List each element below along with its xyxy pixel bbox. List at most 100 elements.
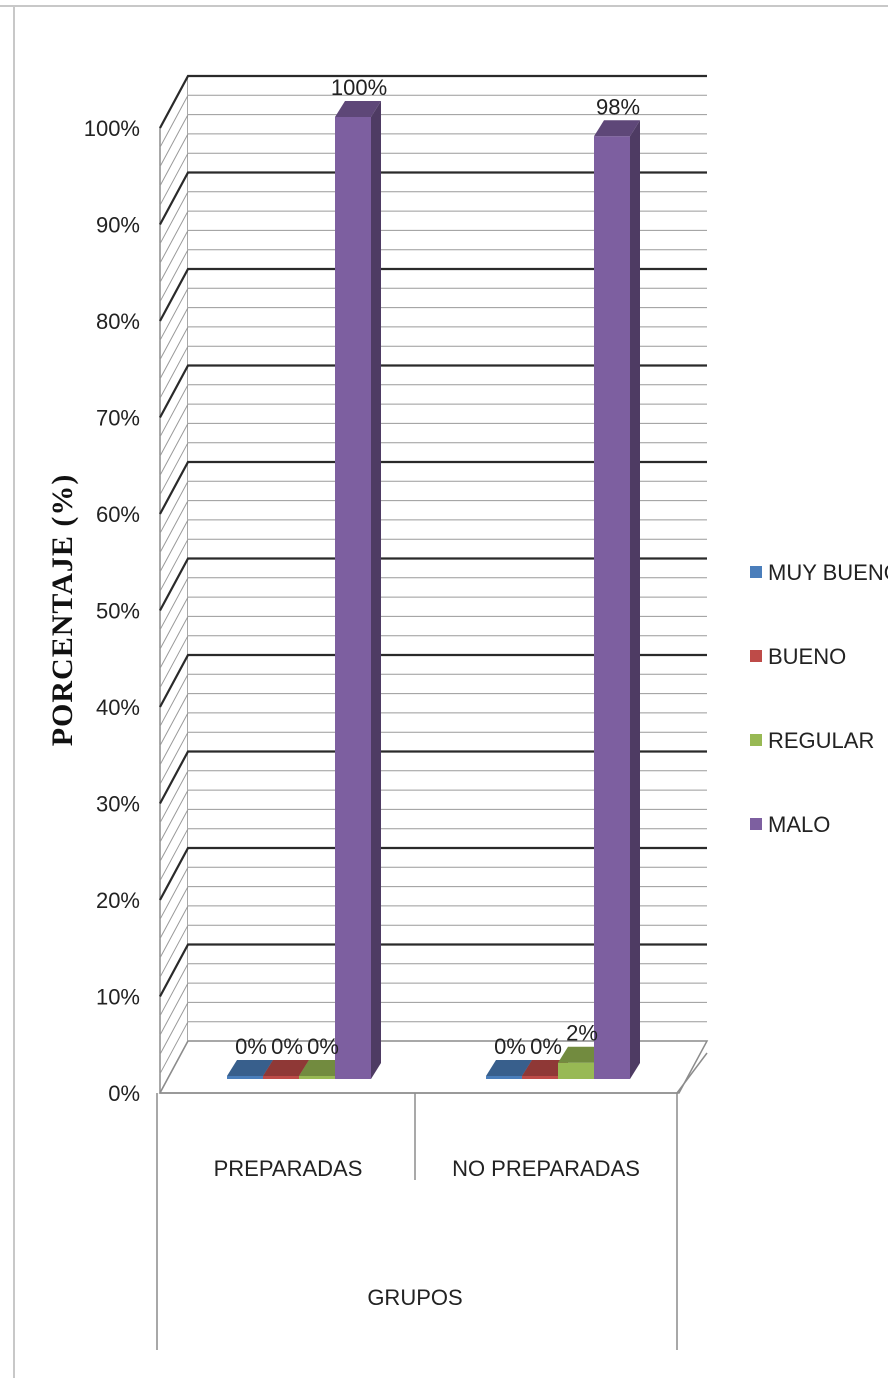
bar-front	[227, 1076, 263, 1079]
bar-side	[630, 120, 640, 1080]
minor-gridline	[159, 480, 707, 534]
minor-gridline	[159, 345, 707, 399]
minor-gridline	[159, 94, 707, 148]
legend-label: MALO	[768, 812, 830, 837]
data-label: 0%	[530, 1034, 562, 1059]
bar-front	[594, 136, 630, 1080]
y-tick-label: 30%	[96, 792, 140, 817]
bar-top	[594, 120, 640, 137]
major-gridline	[159, 557, 707, 612]
minor-gridline	[159, 615, 707, 669]
minor-gridline	[159, 191, 707, 245]
minor-gridline	[159, 326, 707, 380]
minor-gridline	[159, 731, 707, 785]
minor-gridline	[159, 152, 707, 206]
minor-gridline	[159, 963, 707, 1017]
legend-label: REGULAR	[768, 728, 874, 753]
minor-gridline	[159, 770, 707, 824]
data-label: 0%	[271, 1034, 303, 1059]
minor-gridline	[159, 403, 707, 457]
major-gridline	[159, 364, 707, 419]
minor-gridline	[159, 229, 707, 283]
data-label: 0%	[307, 1034, 339, 1059]
major-gridline	[159, 750, 707, 805]
minor-gridline	[159, 307, 707, 360]
major-gridline	[159, 846, 707, 901]
bar-top	[299, 1060, 345, 1076]
y-axis-title: PORCENTAJE (%)	[46, 474, 79, 747]
y-tick-label: 70%	[96, 406, 140, 431]
spreadsheet-frame	[0, 5, 888, 1378]
category-label: NO PREPARADAS	[452, 1156, 640, 1181]
minor-gridline	[159, 828, 707, 881]
minor-gridline	[159, 577, 707, 631]
minor-gridline	[159, 982, 707, 1036]
legend-item: REGULAR	[750, 728, 874, 753]
minor-gridline	[159, 249, 707, 302]
minor-gridline	[159, 422, 707, 476]
bar	[594, 120, 640, 1080]
major-gridline	[159, 943, 707, 998]
major-gridline	[159, 653, 707, 708]
minor-gridline	[159, 384, 707, 438]
data-label: 0%	[235, 1034, 267, 1059]
bar-front	[299, 1076, 335, 1079]
minor-gridline	[159, 886, 707, 939]
legend-swatch	[750, 566, 762, 578]
minor-gridline	[159, 1001, 707, 1055]
y-tick-label: 20%	[96, 888, 140, 913]
y-tick-label: 100%	[84, 116, 140, 141]
legend-label: BUENO	[768, 644, 846, 669]
bar-top	[486, 1060, 532, 1076]
legend-item: MUY BUENO	[750, 560, 888, 585]
y-tick-label: 0%	[108, 1081, 140, 1106]
minor-gridline	[159, 673, 707, 727]
minor-gridline	[159, 693, 707, 746]
minor-gridline	[159, 500, 707, 553]
bar-front	[486, 1076, 522, 1079]
legend-swatch	[750, 650, 762, 662]
minor-gridline	[159, 210, 707, 264]
y-tick-label: 50%	[96, 599, 140, 624]
minor-gridline	[159, 538, 707, 592]
legend-label: MUY BUENO	[768, 560, 888, 585]
data-label: 0%	[494, 1034, 526, 1059]
minor-gridline	[159, 635, 707, 688]
major-gridline	[159, 267, 707, 322]
minor-gridline	[159, 789, 707, 843]
floor-right-edge	[676, 1052, 708, 1094]
bar-top	[558, 1046, 604, 1063]
minor-gridline	[159, 114, 707, 167]
x-axis-title: GRUPOS	[367, 1285, 462, 1310]
legend: MUY BUENO BUENO REGULAR MALO	[750, 560, 888, 837]
minor-gridline	[159, 905, 707, 959]
bars	[227, 101, 640, 1080]
minor-gridline	[159, 596, 707, 650]
major-gridline	[159, 74, 707, 129]
major-gridline	[159, 171, 707, 226]
bar-top	[522, 1060, 568, 1076]
legend-swatch	[750, 818, 762, 830]
category-labels: PREPARADAS NO PREPARADAS	[214, 1156, 640, 1181]
minor-gridline	[159, 519, 707, 573]
y-tick-label: 80%	[96, 309, 140, 334]
bar-side	[371, 101, 381, 1079]
minor-gridline	[159, 287, 707, 341]
data-label: 100%	[331, 75, 387, 100]
minor-gridline	[159, 924, 707, 978]
legend-item: BUENO	[750, 644, 846, 669]
bar-top	[335, 101, 381, 117]
y-axis-ticks: 0% 10% 20% 30% 40% 50% 60% 70% 80% 90% 100%	[84, 116, 140, 1106]
major-gridline	[159, 460, 707, 515]
legend-item: MALO	[750, 812, 830, 837]
y-tick-label: 90%	[96, 213, 140, 238]
y-tick-label: 10%	[96, 985, 140, 1010]
data-labels: 0% 0% 0%100%0% 0%2%98%	[235, 75, 640, 1059]
minor-gridline	[159, 712, 707, 766]
minor-gridline	[159, 866, 707, 920]
bar-front	[558, 1062, 594, 1079]
minor-gridline	[159, 1021, 707, 1074]
bar-front	[335, 117, 371, 1079]
minor-gridline	[159, 442, 707, 495]
